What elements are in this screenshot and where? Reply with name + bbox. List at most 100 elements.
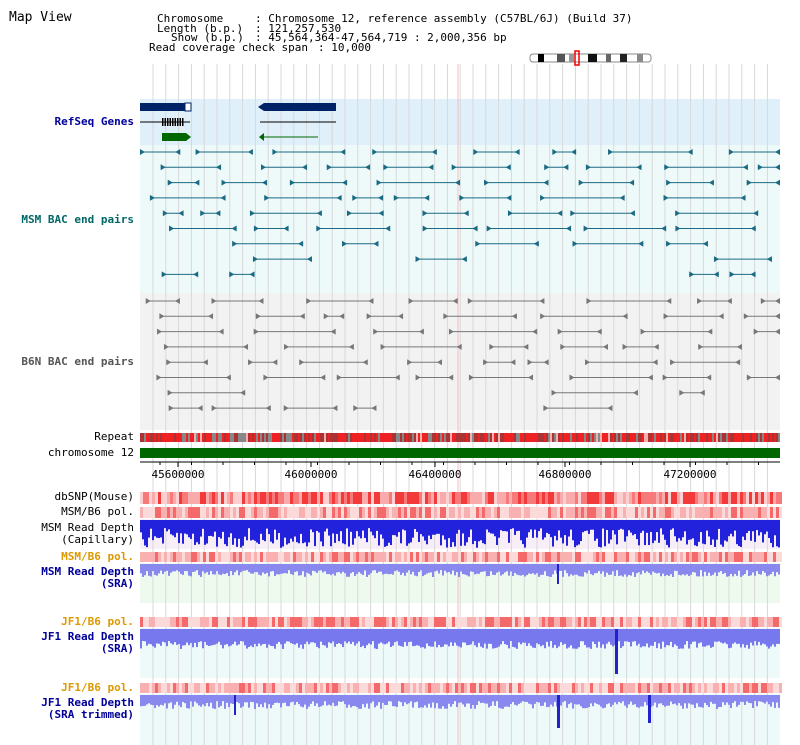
jf1-b6-pol-cell	[236, 683, 239, 693]
msm-b6-pol-cell	[545, 507, 548, 518]
jf1-sra-depth-bar	[298, 629, 300, 648]
track-label-jf1-b6-pol-1[interactable]: JF1/B6 pol.	[61, 615, 134, 628]
jf1-sra-depth-bar	[654, 629, 656, 642]
msm-bac-pair-end	[342, 179, 348, 186]
track-label-jf1-b6-pol-2[interactable]: JF1/B6 pol.	[61, 681, 134, 694]
msm-b6-pol-cell	[518, 552, 521, 562]
track-label-msm-depth-cap[interactable]: MSM Read Depth	[41, 521, 134, 534]
b6n-bac-pair-end	[557, 328, 563, 335]
msm-b6-pol-cell	[143, 552, 146, 562]
msm-bac-pair-end	[570, 210, 576, 217]
msm-cap-depth-bar	[716, 520, 718, 540]
msm-b6-pol-cell	[374, 507, 377, 518]
jf1-trim-depth-bar	[392, 695, 394, 707]
msm-bac-pair-end	[455, 179, 461, 186]
track-label-msm-bac[interactable]: MSM BAC end pairs	[21, 213, 134, 226]
chromosome-bar	[140, 448, 780, 458]
track-label-jf1-depth-sra[interactable]: JF1 Read Depth	[41, 630, 134, 643]
msm-b6-pol-cell	[248, 552, 251, 562]
jf1-sra-depth-bar	[410, 629, 412, 642]
jf1-sra-depth-bar	[384, 629, 386, 645]
msm-cap-depth-bar	[152, 520, 154, 541]
jf1-b6-pol-cell	[368, 683, 371, 693]
jf1-trim-depth-bar	[352, 695, 354, 707]
track-label-msm-depth-sra[interactable]: MSM Read Depth	[41, 565, 134, 578]
b6n-bac-pair-end	[539, 298, 545, 304]
track-label-msm-b6-pol-1[interactable]: MSM/B6 pol.	[61, 505, 134, 518]
dbsnp-cell	[353, 492, 356, 504]
jf1-sra-depth-bar	[452, 629, 454, 646]
msm-b6-pol-cell	[296, 552, 299, 562]
msm-b6-pol-cell	[152, 507, 155, 518]
msm-sra-depth-bar	[330, 564, 332, 576]
msm-bac-pair-end	[664, 164, 670, 171]
jf1-trim-depth-bar	[662, 695, 664, 706]
jf1-b6-pol-cell	[404, 683, 407, 693]
msm-b6-pol-cell	[479, 552, 482, 562]
track-label-refseq[interactable]: RefSeq Genes	[54, 115, 134, 128]
msm-b6-pol-cell	[527, 552, 530, 562]
msm-b6-pol-cell	[407, 552, 410, 562]
repeat-segment	[524, 433, 526, 442]
msm-b6-pol-cell	[482, 507, 485, 518]
repeat-segment	[756, 433, 758, 442]
msm-cap-depth-bar	[320, 520, 322, 542]
jf1-b6-pol-cell	[635, 617, 638, 627]
track-label-msm-b6-pol-2[interactable]: MSM/B6 pol.	[61, 550, 134, 563]
msm-sra-depth-bar	[750, 564, 752, 576]
jf1-sra-depth-bar	[284, 629, 286, 644]
msm-sra-depth-bar	[656, 564, 658, 574]
jf1-sra-depth-bar	[380, 629, 382, 643]
repeat-segment	[496, 433, 498, 442]
repeat-segment	[196, 433, 198, 442]
msm-cap-depth-bar	[598, 520, 600, 547]
jf1-trim-depth-bar	[382, 695, 384, 703]
track-label-dbsnp[interactable]: dbSNP(Mouse)	[54, 490, 134, 503]
jf1-sra-depth-bar	[358, 629, 360, 642]
b6n-bac-pair-end	[746, 374, 752, 381]
msm-sra-depth-bar	[524, 564, 526, 577]
track-label-b6n-bac[interactable]: B6N BAC end pairs	[21, 355, 134, 368]
msm-sra-depth-bar	[718, 564, 720, 573]
jf1-trim-depth-bar	[306, 695, 308, 709]
msm-bac-pair-end	[378, 194, 384, 201]
msm-cap-depth-bar	[554, 520, 556, 536]
msm-b6-pol-cell	[440, 507, 443, 518]
jf1-b6-pol-cell	[248, 617, 251, 627]
jf1-b6-pol-cell	[662, 683, 665, 693]
msm-sra-depth-bar	[412, 564, 414, 572]
jf1-sra-depth-bar	[440, 629, 442, 648]
jf1-b6-pol-cell	[698, 617, 701, 627]
track-label-jf1-depth-trim[interactable]: JF1 Read Depth	[41, 696, 134, 709]
repeat-segment	[344, 433, 346, 442]
msm-bac-pair-end	[578, 179, 584, 186]
jf1-sra-depth-bar	[468, 629, 470, 645]
dbsnp-cell	[329, 492, 332, 504]
msm-cap-depth-bar	[748, 520, 750, 531]
jf1-b6-pol-cell	[506, 617, 509, 627]
jf1-sra-depth-bar	[678, 629, 680, 649]
jf1-trim-depth-bar	[544, 695, 546, 703]
repeat-segment	[472, 433, 474, 442]
msm-cap-depth-bar	[700, 520, 702, 533]
dbsnp-cell	[461, 492, 464, 504]
repeat-segment	[466, 433, 468, 442]
msm-sra-depth-bar	[716, 564, 718, 577]
b6n-bac-pair-end	[697, 298, 703, 304]
jf1-sra-depth-bar	[402, 629, 404, 647]
track-label-repeat[interactable]: Repeat	[94, 430, 134, 443]
msm-cap-depth-bar	[392, 520, 394, 536]
msm-sra-depth-bar	[540, 564, 542, 575]
msm-cap-depth-bar	[754, 520, 756, 542]
jf1-b6-pol-cell	[284, 683, 287, 693]
jf1-b6-pol-cell	[392, 617, 395, 627]
msm-bac-pair-end	[663, 194, 669, 201]
jf1-b6-pol-cell	[179, 683, 182, 693]
msm-cap-depth-bar	[534, 520, 536, 530]
msm-cap-depth-bar	[262, 520, 264, 541]
jf1-b6-pol-cell	[218, 617, 221, 627]
jf1-trim-depth-bar	[274, 695, 276, 703]
jf1-b6-pol-cell	[323, 683, 326, 693]
jf1-sra-depth-bar	[228, 629, 230, 647]
jf1-b6-pol-cell	[419, 683, 422, 693]
